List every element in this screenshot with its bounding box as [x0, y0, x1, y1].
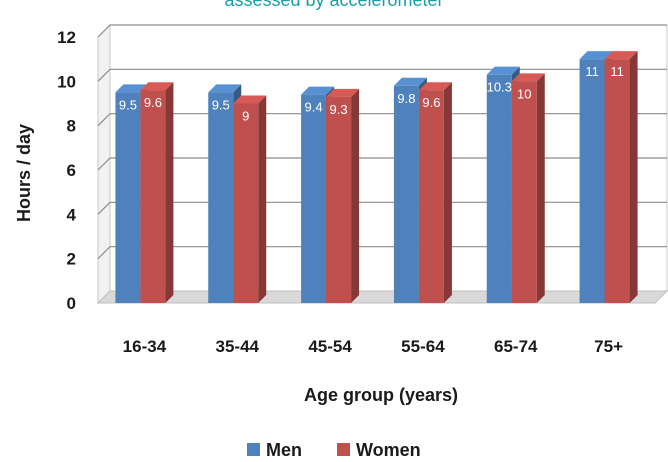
y-tick-label: 8: [67, 117, 76, 136]
legend-label: Women: [356, 440, 421, 460]
legend-swatch: [247, 443, 260, 456]
x-tick-label: 16-34: [123, 337, 167, 356]
bar-top: [393, 77, 427, 86]
bar-top: [486, 66, 520, 75]
bar-women-55-64: [418, 82, 452, 303]
bar-top: [511, 73, 545, 82]
bar-front: [140, 90, 166, 303]
gridline: [97, 201, 667, 215]
x-tick-label: 45-54: [308, 337, 352, 356]
y-axis-ticks: 0 2 4 6 8 10 12: [57, 28, 76, 313]
x-tick-label: 75+: [594, 337, 623, 356]
bar-women-45-54: [326, 88, 360, 303]
bar-top: [604, 51, 638, 60]
gridline: [97, 68, 667, 82]
bar-side: [443, 82, 452, 303]
y-axis-title: Hours / day: [14, 124, 34, 222]
data-label: 10.3: [487, 80, 512, 95]
bar-top: [326, 88, 360, 97]
x-tick-label: 55-64: [401, 337, 445, 356]
bar-side: [165, 82, 174, 303]
chart-title-fragment: assessed by accelerometer: [224, 0, 443, 10]
bar-front: [208, 92, 234, 304]
legend-label: Men: [266, 440, 302, 460]
bar-side: [258, 95, 267, 303]
bar-front: [115, 92, 141, 304]
bar-front: [418, 90, 444, 303]
bar-side: [351, 88, 360, 303]
x-axis-ticks: 16-34 35-44 45-54 55-64 65-74 75+: [123, 337, 623, 356]
data-label: 9.6: [144, 95, 162, 110]
data-label: 9.6: [422, 95, 440, 110]
y-tick-label: 6: [67, 161, 76, 180]
legend-item-women: Women: [337, 440, 421, 460]
bar-side: [629, 51, 638, 303]
bar-side: [536, 73, 545, 303]
data-label: 9.8: [397, 91, 415, 106]
gridline: [97, 246, 667, 260]
bar-women-75+: [604, 51, 638, 303]
bar-top: [140, 82, 174, 91]
x-axis-title: Age group (years): [304, 385, 458, 405]
data-label: 9.5: [212, 97, 230, 112]
bar-front: [233, 103, 259, 303]
gridline: [97, 113, 667, 127]
legend-item-men: Men: [247, 440, 302, 460]
data-label: 11: [585, 64, 599, 79]
y-tick-label: 4: [67, 205, 77, 224]
gridline: [97, 157, 667, 171]
bar-front: [326, 96, 352, 303]
data-labels: 9.5 9.6 9.5 9 9.4 9.3 9.8 9.6 10.3 10 11 11: [119, 64, 624, 123]
data-label: 9.5: [119, 97, 137, 112]
bars: [115, 51, 638, 304]
bar-front: [579, 59, 605, 303]
gridlines: [97, 24, 667, 260]
y-tick-label: 12: [57, 28, 76, 47]
y-tick-label: 10: [57, 72, 76, 91]
bar-top: [115, 84, 149, 93]
data-label: 9.4: [305, 100, 323, 115]
y-tick-label: 2: [67, 250, 76, 269]
bar-front: [301, 94, 327, 303]
bar-front: [511, 81, 537, 303]
x-tick-label: 35-44: [216, 337, 260, 356]
data-label: 10: [517, 86, 531, 101]
bar-women-65-74: [511, 73, 545, 303]
bar-front: [486, 74, 512, 303]
legend-swatch: [337, 443, 350, 456]
bar-women-35-44: [233, 95, 267, 303]
bar-top: [208, 84, 242, 93]
legend: Men Women: [247, 440, 421, 460]
x-tick-label: 65-74: [494, 337, 538, 356]
bar-women-16-34: [140, 82, 174, 303]
bar-top: [301, 86, 335, 95]
data-label: 9: [242, 109, 249, 124]
y-tick-label: 0: [67, 294, 76, 313]
bar-top: [579, 51, 613, 60]
bar-front: [393, 85, 419, 304]
data-label: 9.3: [330, 102, 348, 117]
bar-front: [604, 59, 630, 303]
bar-top: [233, 95, 267, 104]
data-label: 11: [610, 64, 624, 79]
bar-top: [418, 82, 452, 91]
gridline: [97, 24, 667, 38]
